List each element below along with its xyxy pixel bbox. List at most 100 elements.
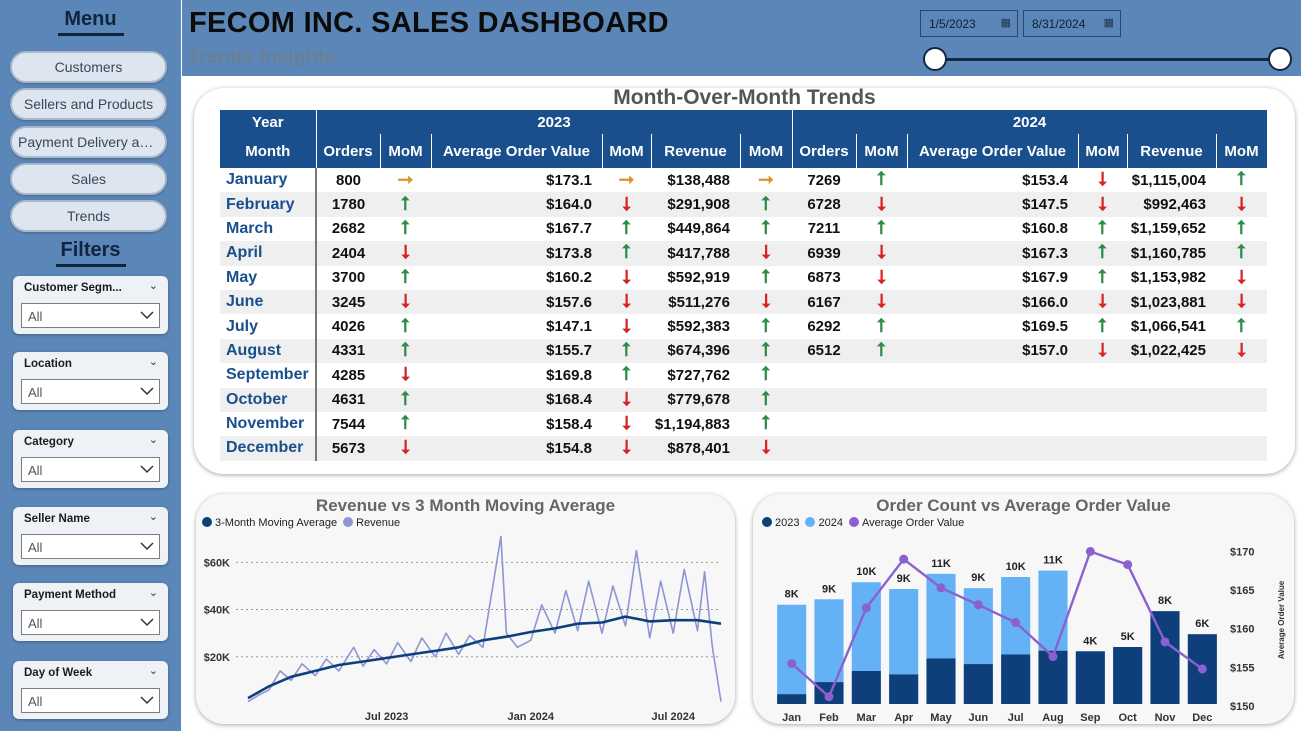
arrow-up-icon: ⭡ [1216,241,1267,266]
x-tick-label: Mar [857,712,877,724]
customer-segment-dropdown[interactable]: All [21,303,160,328]
arrow-down-icon-glyph: ⭣ [401,364,410,386]
date-range-slider-track[interactable] [935,58,1280,61]
orders-cell [792,363,856,388]
orders-cell [792,387,856,412]
revenue-cell: $1,023,881 [1127,289,1216,315]
arrow-up-icon-glyph: ⭡ [761,388,771,410]
arrow-down-icon-glyph: ⭣ [1237,339,1246,361]
mom-cell [1078,411,1127,437]
legend-item[interactable]: Revenue [343,517,400,529]
aov-cell [907,436,1078,461]
bar-2024 [1038,570,1068,651]
chevron-down-icon[interactable]: ⌄ [148,511,158,523]
aov-point [787,659,797,668]
legend-label: 2024 [818,517,843,529]
revenue-cell: $1,022,425 [1127,338,1216,364]
chevron-down-icon[interactable]: ⌄ [148,665,158,677]
legend-item[interactable]: 2023 [762,517,799,529]
table-row: August 4331 ⭡ $155.7 ⭡ $674,396 ⭡ 6512 ⭡ $157.0 ⭣ $… [220,338,1267,364]
menu-item-customers[interactable]: Customers [10,51,167,83]
arrow-right-icon: ⭢ [380,168,431,193]
filters-title: Filters [60,239,121,261]
arrow-down-icon: ⭣ [1078,338,1127,364]
arrow-down-icon-glyph: ⭣ [1237,266,1246,288]
arrow-up-icon-glyph: ⭡ [1098,217,1107,239]
calendar-icon[interactable]: ▦ [1000,17,1011,29]
end-date-input[interactable]: 8/31/2024 ▦ [1023,10,1121,37]
arrow-up-icon: ⭡ [856,338,907,364]
chevron-down-icon[interactable]: ⌄ [148,280,158,292]
arrow-up-icon-glyph: ⭡ [761,315,771,337]
aov-cell: $169.8 [431,363,602,388]
arrow-right-icon-glyph: ⭢ [397,169,414,191]
menu-item-sales[interactable]: Sales [10,163,167,195]
legend-item[interactable]: 3-Month Moving Average [202,517,337,529]
seller-name-dropdown[interactable]: All [21,534,160,559]
mom-cell [856,436,907,461]
x-tick-label: Dec [1192,712,1212,724]
start-date-input[interactable]: 1/5/2023 ▦ [920,10,1018,37]
arrow-down-icon: ⭣ [856,265,907,290]
bar-total-label: 11K [1043,555,1063,567]
dropdown-caret-icon [140,465,154,474]
arrow-down-icon: ⭣ [380,363,431,388]
aov-point [899,554,909,564]
aov-point [1123,560,1133,570]
y2-tick-label: $165 [1230,585,1254,597]
arrow-up-icon-glyph: ⭡ [1098,266,1107,288]
chevron-down-icon[interactable]: ⌄ [148,356,158,368]
bar-total-label: 8K [1158,595,1172,607]
month-cell: April [220,241,317,266]
arrow-down-icon-glyph: ⭣ [877,266,886,288]
aov-cell: $164.0 [431,192,602,217]
arrow-down-icon-glyph: ⭣ [877,193,886,215]
aov-cell [907,363,1078,388]
date-range-end-handle[interactable] [1268,47,1292,71]
arrow-up-icon: ⭡ [602,241,651,266]
legend-dot [762,517,772,527]
location-dropdown[interactable]: All [21,379,160,404]
legend-item[interactable]: Average Order Value [848,517,964,529]
revenue-cell: $1,115,004 [1127,168,1216,193]
orders-cell: 2682 [316,216,380,242]
menu-item-payment-delivery[interactable]: Payment Delivery and.. [10,126,167,158]
revenue-cell: $1,159,652 [1127,216,1216,242]
revenue-chart-title: Revenue vs 3 Month Moving Average [315,496,616,515]
orders-cell: 6873 [792,265,856,290]
col-orders-2024: Orders [792,134,857,168]
aov-cell: $160.8 [907,216,1078,242]
arrow-right-icon-glyph: ⭢ [618,169,635,191]
aov-cell: $173.1 [431,168,602,193]
x-tick-label: Oct [1118,712,1137,724]
arrow-down-icon: ⭣ [602,387,651,412]
month-cell: September [220,363,317,388]
mom-cell [1216,363,1267,388]
orders-cell: 6167 [792,289,856,315]
payment-method-dropdown[interactable]: All [21,610,160,635]
arrow-down-icon-glyph: ⭣ [622,437,631,459]
aov-cell: $158.4 [431,411,602,437]
chevron-down-icon[interactable]: ⌄ [148,434,158,446]
bar-2024 [814,599,844,683]
arrow-up-icon: ⭡ [380,216,431,242]
category-dropdown[interactable]: All [21,457,160,482]
day-of-week-dropdown[interactable]: All [21,688,160,713]
y2-tick-label: $160 [1230,624,1254,636]
revenue-cell [1127,363,1216,388]
legend-item[interactable]: 2024 [805,517,843,529]
date-range-start-handle[interactable] [923,47,947,71]
arrow-up-icon-glyph: ⭡ [877,315,886,337]
menu-item-trends[interactable]: Trends [10,200,167,232]
bar-2023 [851,670,881,704]
col-mom-2024: MoM [1078,134,1128,168]
table-row: September 4285 ⭣ $169.8 ⭡ $727,762 ⭡ [220,363,1267,388]
aov-cell: $160.2 [431,265,602,290]
chevron-down-icon[interactable]: ⌄ [148,587,158,599]
arrow-down-icon: ⭣ [1078,192,1127,217]
calendar-icon[interactable]: ▦ [1103,17,1114,29]
menu-item-sellers-products[interactable]: Sellers and Products [10,88,167,120]
dropdown-caret-icon [140,618,154,627]
aov-cell: $153.4 [907,168,1078,193]
dropdown-value: All [28,309,43,324]
